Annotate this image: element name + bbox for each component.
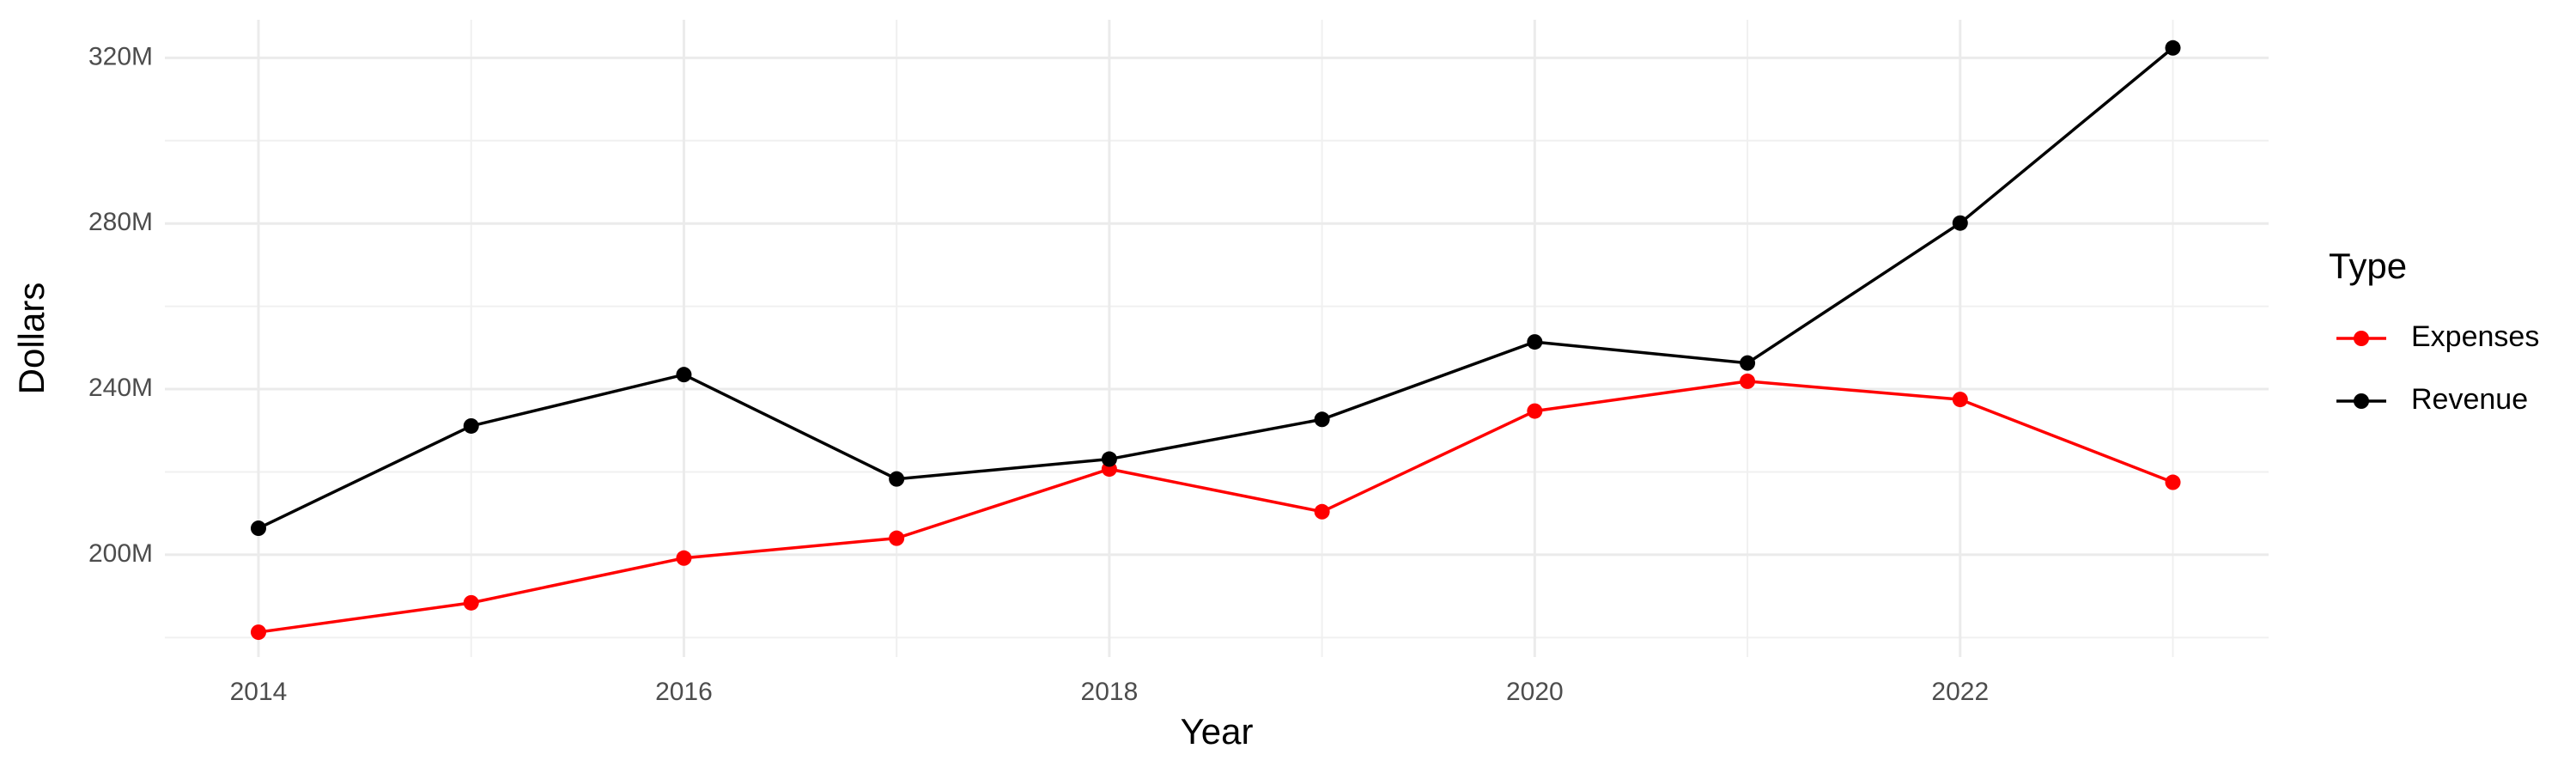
x-tick-label: 2018 xyxy=(1081,678,1139,706)
y-tick-label: 280M xyxy=(88,208,153,236)
data-point xyxy=(1527,403,1543,419)
data-point xyxy=(2165,474,2181,490)
x-tick-label: 2014 xyxy=(230,678,288,706)
data-point xyxy=(1314,411,1330,428)
data-point xyxy=(889,471,905,487)
legend-title: Type xyxy=(2329,246,2407,286)
data-point xyxy=(1101,451,1117,467)
y-tick-label: 320M xyxy=(88,42,153,70)
x-tick-label: 2016 xyxy=(655,678,713,706)
x-axis-title: Year xyxy=(1181,711,1254,752)
data-point xyxy=(676,550,692,566)
x-tick-label: 2022 xyxy=(1931,678,1989,706)
series-line xyxy=(258,380,2174,634)
data-point xyxy=(463,417,479,434)
legend-label: Revenue xyxy=(2411,383,2528,416)
data-point xyxy=(1740,373,1756,389)
series-line xyxy=(258,46,2174,530)
data-point xyxy=(463,594,479,611)
data-point xyxy=(250,624,266,641)
data-point xyxy=(2165,40,2181,56)
legend-marker xyxy=(2354,331,2369,346)
data-point xyxy=(1314,503,1330,520)
y-tick-label: 240M xyxy=(88,374,153,402)
legend-marker xyxy=(2354,393,2369,409)
y-axis-title: Dollars xyxy=(11,283,52,395)
data-point xyxy=(250,520,266,537)
y-tick-label: 200M xyxy=(88,539,153,568)
legend-label: Expenses xyxy=(2411,320,2539,353)
data-point xyxy=(676,367,692,383)
data-point xyxy=(889,530,905,546)
data-point xyxy=(1952,215,1968,231)
data-point xyxy=(1527,334,1543,350)
x-tick-label: 2020 xyxy=(1506,678,1564,706)
data-point xyxy=(1952,392,1968,408)
data-point xyxy=(1740,355,1756,371)
